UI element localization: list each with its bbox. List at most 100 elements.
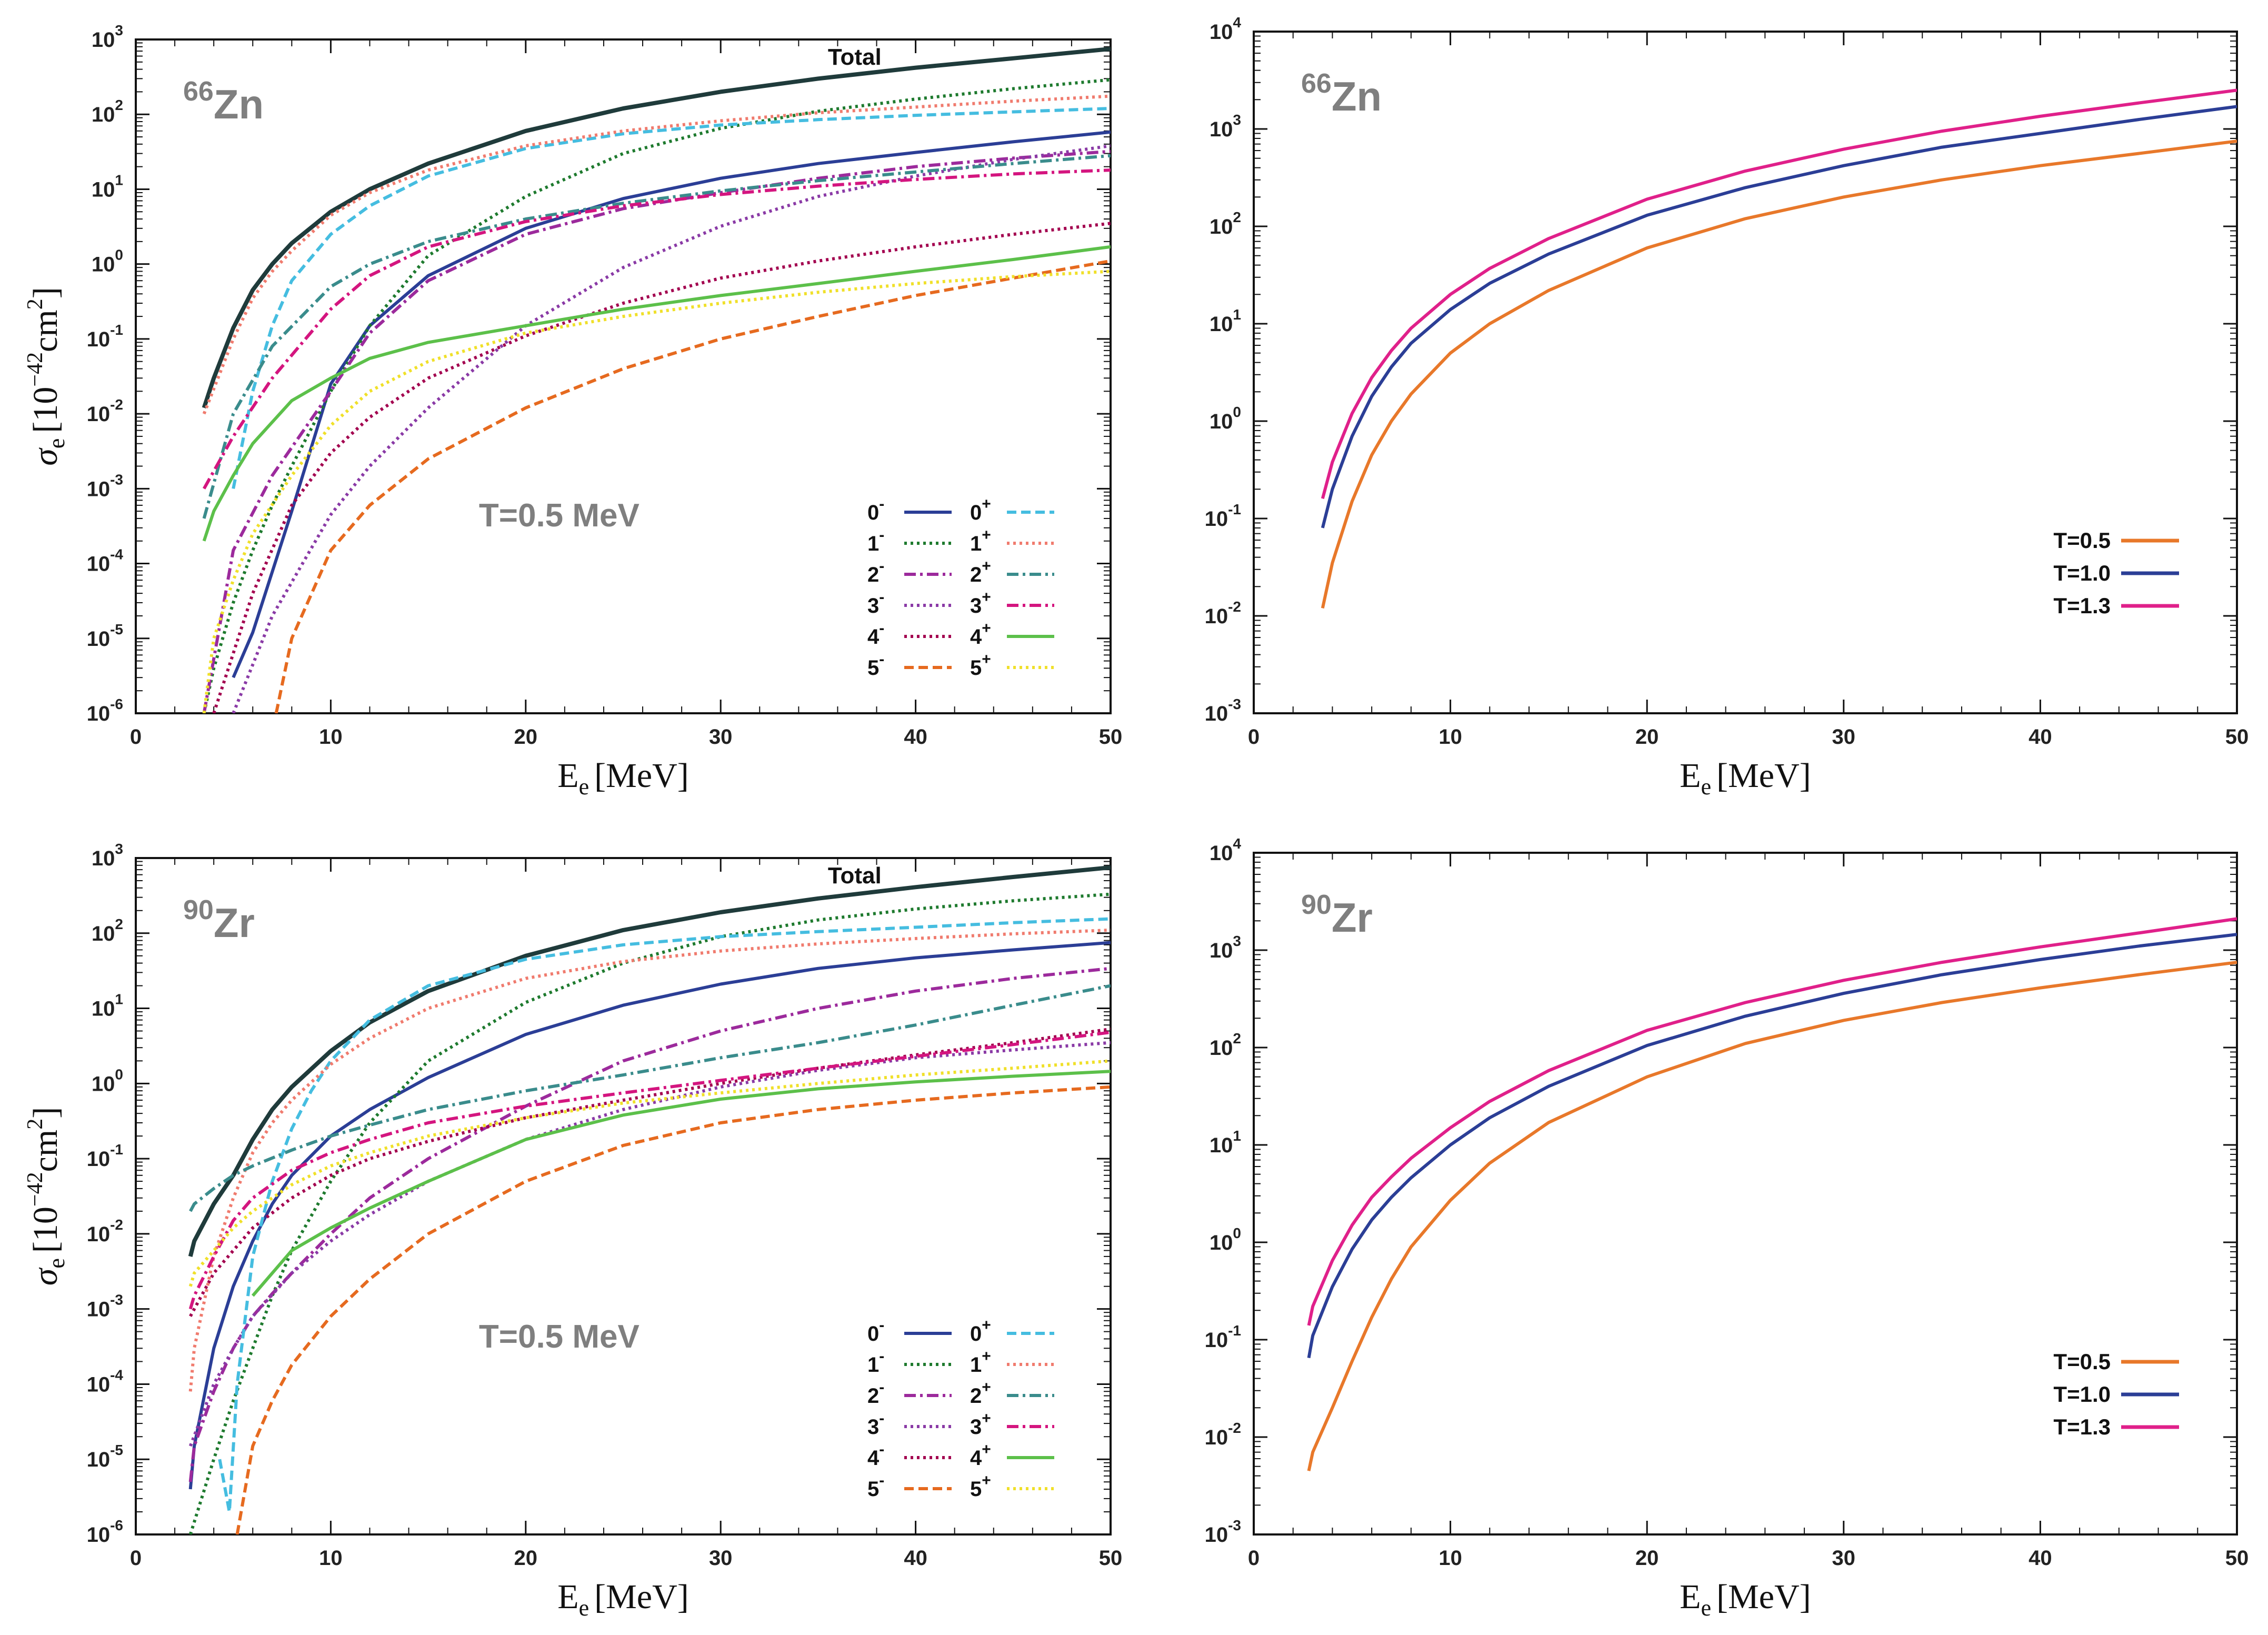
plot-frame	[135, 857, 1112, 1536]
x-tick-label: 30	[709, 1547, 733, 1570]
legend-label: T=1.3	[2053, 593, 2111, 618]
y-tick-label: 102	[1210, 209, 1241, 238]
y-tick-label: 100	[92, 247, 123, 276]
series-line-2minus	[202, 149, 1111, 713]
x-tick-label: 50	[2225, 725, 2249, 749]
series-line-5plus	[188, 1059, 1111, 1287]
y-tick-label: 103	[92, 22, 123, 52]
series-line-T10	[1307, 933, 2237, 1359]
y-tick-label: 10-3	[1205, 1517, 1241, 1547]
series-line-1minus	[202, 78, 1111, 713]
series-group	[1307, 917, 2237, 1471]
series-line-0minus	[232, 130, 1111, 679]
y-tick-label: 104	[1210, 14, 1242, 44]
y-tick-label: 104	[1210, 835, 1242, 865]
y-tick-label: 10-3	[1205, 696, 1241, 725]
legend-label: 2+	[970, 557, 991, 586]
x-tick-label: 20	[514, 725, 538, 749]
series-line-2plus	[189, 984, 1111, 1212]
x-axis-label: Ee [MeV]	[557, 1578, 688, 1621]
y-tick-label: 103	[1210, 112, 1241, 141]
legend-label: T=1.0	[2053, 561, 2111, 585]
y-axis-label: σe[10−42cm2]	[23, 287, 69, 465]
panel-top-right: 0 10 20 30 40 50 10-3 10-2 10-1 100 101 102 103 104 66…	[1205, 14, 2249, 800]
x-tick-label: 30	[709, 725, 733, 749]
series-line-5minus	[274, 259, 1111, 713]
legend-label: T=0.5	[2053, 1349, 2111, 1374]
x-tick-label: 50	[1099, 1547, 1123, 1570]
legend-label: 0+	[970, 1317, 991, 1345]
y-tick-label: 10-1	[1205, 501, 1241, 531]
x-tick-label: 40	[904, 725, 927, 749]
nucleus-label: 66Zn	[1301, 68, 1382, 119]
x-axis-label: Ee [MeV]	[1680, 1578, 1811, 1621]
y-tick-label: 10-5	[87, 1442, 123, 1471]
y-tick-label: 10-1	[87, 322, 123, 351]
y-tick-label: 10-1	[87, 1141, 123, 1171]
y-tick-label: 103	[92, 841, 123, 870]
legend-label: 0-	[867, 1317, 884, 1345]
legend-label: 2+	[970, 1379, 991, 1408]
x-tick-label: 10	[1438, 1547, 1462, 1570]
x-tick-label: 50	[1099, 725, 1123, 749]
legend: 0-1-2-3-4-5-0+1+2+3+4+5+	[867, 1317, 1054, 1501]
legend-label: 3-	[867, 589, 884, 617]
series-line-3plus	[202, 168, 1111, 490]
series-line-1plus	[202, 94, 1111, 415]
legend-label: 1+	[970, 1348, 991, 1377]
x-tick-label: 0	[1248, 725, 1260, 749]
series-line-2minus	[188, 966, 1111, 1482]
y-tick-label: 100	[1210, 404, 1241, 433]
series-line-T13	[1321, 88, 2237, 499]
legend-label: 5+	[970, 651, 991, 680]
x-tick-label: 40	[904, 1547, 927, 1570]
x-tick-label: 20	[1635, 1547, 1659, 1570]
x-tick-label: 0	[1248, 1547, 1260, 1570]
total-label: Total	[828, 44, 882, 70]
temperature-annotation: T=0.5 MeV	[479, 1319, 640, 1355]
x-tick-label: 30	[1832, 725, 1856, 749]
series-line-T13	[1307, 917, 2237, 1326]
y-tick-label: 10-2	[1205, 599, 1241, 628]
x-tick-label: 10	[1438, 725, 1462, 749]
series-line-1minus	[188, 892, 1111, 1534]
y-tick-label: 10-5	[87, 621, 123, 651]
total-label: Total	[828, 863, 882, 889]
legend-label: 2-	[867, 557, 884, 586]
x-tick-label: 20	[1635, 725, 1659, 749]
y-tick-label: 101	[92, 172, 123, 201]
legend: 0-1-2-3-4-5-0+1+2+3+4+5+	[867, 495, 1054, 680]
series-line-3minus	[232, 144, 1111, 713]
nucleus-label: 66Zn	[183, 76, 264, 127]
legend-label: 5-	[867, 651, 884, 680]
y-tick-label: 101	[92, 991, 123, 1021]
series-group	[1321, 88, 2237, 609]
y-tick-label: 100	[1210, 1225, 1241, 1254]
series-line-4plus	[251, 1070, 1111, 1297]
nucleus-label: 90Zr	[183, 895, 255, 946]
series-line-5plus	[202, 270, 1111, 713]
y-tick-label: 102	[1210, 1030, 1241, 1060]
series-line-4plus	[202, 245, 1111, 542]
series-group	[188, 865, 1111, 1534]
x-tick-label: 40	[2029, 725, 2052, 749]
panel-bottom-left: 0 10 20 30 40 50 10-6 10-5 10-4 10-3 10-2 10-1 100 10…	[23, 841, 1122, 1621]
series-line-5minus	[235, 1085, 1111, 1534]
legend-label: 3+	[970, 1410, 991, 1439]
legend-label: 4-	[867, 1441, 884, 1470]
y-tick-label: 103	[1210, 933, 1241, 962]
series-line-T05	[1307, 961, 2237, 1471]
y-tick-label: 100	[92, 1066, 123, 1095]
legend: T=0.5 T=1.0 T=1.3	[2053, 1349, 2179, 1439]
x-tick-label: 0	[130, 1547, 142, 1570]
x-tick-label: 20	[514, 1547, 538, 1570]
x-axis-label: Ee [MeV]	[1680, 756, 1811, 800]
legend-label: 5+	[970, 1472, 991, 1501]
y-tick-label: 10-2	[87, 396, 123, 426]
legend-label: 4-	[867, 620, 884, 649]
series-line-0minus	[188, 941, 1111, 1490]
series-line-T05	[1321, 139, 2237, 609]
legend-label: T=1.0	[2053, 1382, 2111, 1407]
legend-label: 1-	[867, 526, 884, 555]
